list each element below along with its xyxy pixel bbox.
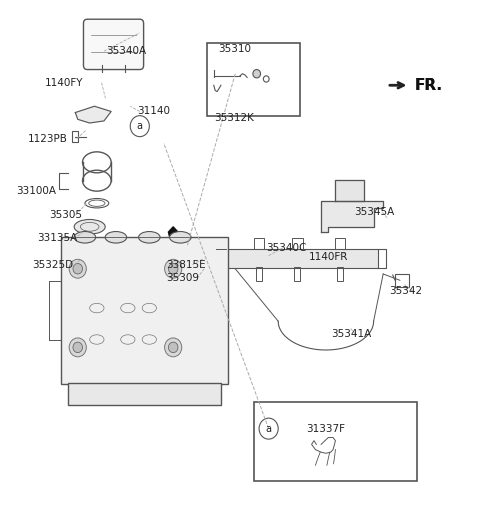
- FancyBboxPatch shape: [206, 43, 300, 115]
- Circle shape: [69, 259, 86, 278]
- FancyBboxPatch shape: [84, 19, 144, 70]
- Circle shape: [180, 265, 190, 276]
- Text: 35345A: 35345A: [355, 207, 395, 217]
- Circle shape: [69, 338, 86, 357]
- Text: FR.: FR.: [414, 78, 442, 93]
- Text: 35325D: 35325D: [33, 260, 73, 269]
- Text: 33100A: 33100A: [16, 186, 56, 196]
- Text: 35312K: 35312K: [214, 113, 253, 123]
- Text: 1140FY: 1140FY: [44, 77, 83, 87]
- Text: 33135A: 33135A: [37, 233, 77, 243]
- Polygon shape: [336, 180, 364, 201]
- Text: FR.: FR.: [414, 78, 442, 93]
- Ellipse shape: [105, 231, 127, 243]
- Circle shape: [253, 70, 261, 78]
- Ellipse shape: [74, 219, 105, 234]
- Text: 35342: 35342: [389, 286, 422, 296]
- Text: 35341A: 35341A: [331, 329, 371, 339]
- Circle shape: [168, 342, 178, 353]
- Circle shape: [73, 264, 83, 274]
- FancyBboxPatch shape: [68, 383, 221, 405]
- Text: 1140FR: 1140FR: [309, 252, 348, 262]
- FancyBboxPatch shape: [202, 249, 378, 268]
- Ellipse shape: [139, 231, 160, 243]
- Text: a: a: [265, 424, 272, 434]
- Text: 35309: 35309: [166, 273, 199, 283]
- Circle shape: [259, 418, 278, 439]
- Circle shape: [165, 259, 182, 278]
- Text: 35305: 35305: [49, 210, 82, 220]
- Circle shape: [73, 342, 83, 353]
- Circle shape: [130, 115, 149, 136]
- Text: 35310: 35310: [218, 44, 252, 54]
- Text: 35340C: 35340C: [266, 243, 307, 253]
- Ellipse shape: [169, 231, 191, 243]
- Text: 31140: 31140: [137, 106, 170, 116]
- Circle shape: [168, 264, 178, 274]
- Ellipse shape: [74, 231, 96, 243]
- Circle shape: [165, 338, 182, 357]
- Polygon shape: [321, 201, 383, 232]
- Text: a: a: [137, 121, 143, 131]
- Text: 33815E: 33815E: [166, 260, 205, 269]
- FancyBboxPatch shape: [254, 403, 417, 481]
- Text: 35340A: 35340A: [107, 46, 146, 56]
- Text: 31337F: 31337F: [306, 424, 345, 434]
- FancyBboxPatch shape: [61, 237, 228, 384]
- Text: 1123PB: 1123PB: [28, 134, 68, 144]
- Polygon shape: [168, 227, 183, 258]
- Polygon shape: [75, 106, 111, 123]
